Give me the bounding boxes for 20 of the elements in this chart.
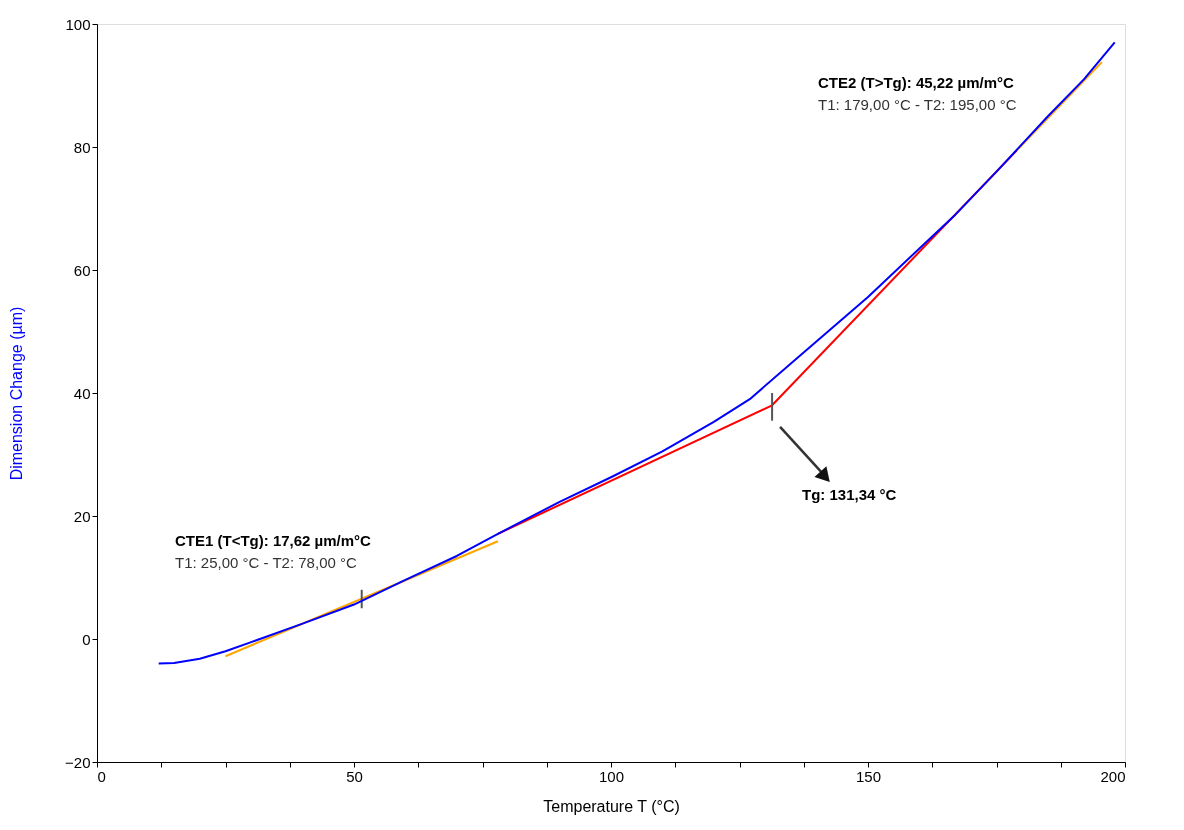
annotation: Tg: 131,34 °C [802, 486, 897, 503]
x-tick-label: 50 [346, 767, 363, 785]
annotation: CTE1 (T<Tg): 17,62 µm/m°C [175, 532, 372, 549]
x-tick-label: 150 [855, 767, 882, 785]
y-tick-label: −20 [65, 753, 91, 771]
y-tick-label: 0 [82, 630, 91, 648]
annotation: CTE2 (T>Tg): 45,22 µm/m°C [818, 74, 1015, 91]
annotation: T1: 25,00 °C - T2: 78,00 °C [175, 554, 357, 571]
x-axis-title: Temperature T (°C) [543, 797, 680, 815]
y-tick-label: 100 [65, 15, 91, 33]
y-tick-label: 80 [73, 138, 91, 156]
x-tick-label: 200 [1100, 767, 1126, 785]
y-tick-label: 60 [73, 261, 91, 279]
y-tick-label: 20 [73, 507, 91, 525]
y-tick-label: 40 [73, 384, 91, 402]
annotation: T1: 179,00 °C - T2: 195,00 °C [818, 96, 1017, 113]
x-tick-label: 100 [598, 767, 625, 785]
x-tick-label: 0 [97, 767, 106, 785]
y-axis-title: Dimension Change (µm) [8, 306, 26, 481]
line-series [157, 41, 1116, 665]
